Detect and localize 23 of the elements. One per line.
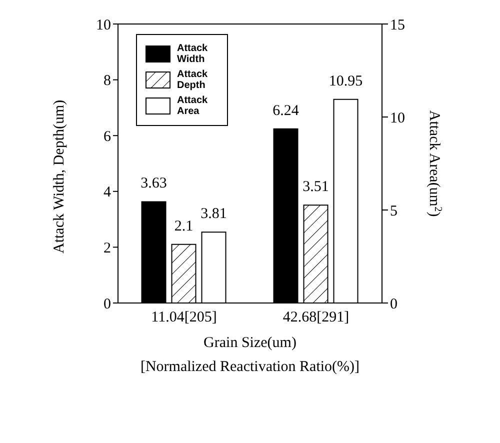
data-label: 2.1 <box>174 218 194 234</box>
x-axis-title: Grain Size(um) [Normalized Reactivation Ratio(%)] <box>140 335 360 375</box>
y2-tick-label: 15 <box>390 17 405 34</box>
y-tick-label: 4 <box>104 184 112 201</box>
y-tick-label: 2 <box>104 240 111 257</box>
y-tick-label: 10 <box>96 17 111 34</box>
data-label: 10.95 <box>328 73 363 90</box>
data-label: 3.63 <box>140 176 167 192</box>
data-label: 6.24 <box>272 102 300 119</box>
legend-label: Attack Area <box>177 95 209 117</box>
x-tick-label: 11.04[205] <box>151 310 217 326</box>
y2-tick-label: 10 <box>390 110 405 126</box>
y-tick-label: 6 <box>104 128 112 145</box>
x-tick-label: 42.68[291] <box>282 310 350 326</box>
legend-label: Attack Depth <box>177 69 209 91</box>
y-tick-label: 8 <box>104 73 111 90</box>
y2-tick-label: 0 <box>390 296 398 312</box>
data-label: 3.51 <box>302 179 329 196</box>
y-axis-title: Attack Width, Depth(um) <box>51 100 68 254</box>
y2-tick-label: 5 <box>390 203 398 220</box>
data-label: 3.81 <box>200 206 227 222</box>
legend-label: Attack Width <box>177 43 209 65</box>
y-tick-label: 0 <box>104 296 111 312</box>
